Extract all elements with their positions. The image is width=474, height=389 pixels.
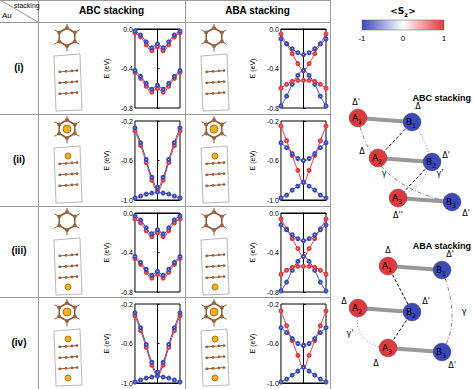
svg-text:-0.6: -0.6	[267, 340, 279, 347]
html-text:(i): (i)	[14, 61, 24, 73]
svg-text:A2: A2	[372, 153, 382, 165]
svg-text:-1.0: -1.0	[267, 196, 279, 203]
svg-text:-0.2: -0.2	[121, 301, 133, 308]
svg-text:E (eV): E (eV)	[249, 334, 257, 354]
svg-text:-1.0: -1.0	[267, 380, 279, 387]
svg-text:E (eV): E (eV)	[103, 59, 111, 79]
svg-text:-0.8: -0.8	[267, 105, 279, 112]
svg-text:E (eV): E (eV)	[103, 150, 111, 170]
svg-text:Δ': Δ'	[442, 151, 450, 160]
svg-text:γ: γ	[462, 307, 467, 316]
svg-text:-0.6: -0.6	[121, 340, 133, 347]
html-text:(iii): (iii)	[11, 245, 27, 257]
svg-text:A3: A3	[392, 193, 402, 205]
html-text:(iv): (iv)	[11, 337, 27, 349]
svg-text:-0.4: -0.4	[121, 249, 133, 256]
svg-text:-0.6: -0.6	[267, 157, 279, 164]
svg-text:B2: B2	[426, 157, 436, 169]
svg-text:-0.8: -0.8	[121, 288, 133, 295]
svg-text:B2: B2	[406, 307, 416, 319]
svg-text:-0.4: -0.4	[267, 249, 279, 256]
svg-text:-1.0: -1.0	[121, 196, 133, 203]
svg-text:γ': γ'	[347, 329, 354, 338]
svg-text:0.0: 0.0	[269, 209, 279, 216]
svg-text:Δ: Δ	[415, 102, 421, 111]
svg-text:Δ: Δ	[359, 147, 365, 156]
svg-text:-1: -1	[358, 34, 366, 43]
html-text:stacking: stacking	[14, 2, 40, 9]
svg-text:-0.2: -0.2	[267, 301, 279, 308]
svg-text:B1: B1	[436, 265, 446, 277]
svg-text:1: 1	[442, 34, 447, 43]
svg-text:B3: B3	[436, 347, 446, 359]
html-text:(ii): (ii)	[12, 153, 26, 165]
svg-text:-0.2: -0.2	[267, 117, 279, 124]
svg-text:-0.8: -0.8	[267, 288, 279, 295]
svg-text:0.0: 0.0	[123, 26, 133, 33]
svg-text:A1: A1	[352, 113, 362, 125]
svg-text:A2: A2	[352, 303, 362, 315]
svg-text:Δ': Δ'	[446, 250, 454, 259]
svg-text:Δ: Δ	[341, 297, 347, 306]
svg-text:E (eV): E (eV)	[103, 242, 111, 262]
svg-text:ABA stacking: ABA stacking	[413, 241, 471, 251]
svg-text:E (eV): E (eV)	[249, 242, 257, 262]
svg-text:Δ': Δ'	[448, 361, 456, 370]
svg-text:-0.6: -0.6	[121, 157, 133, 164]
svg-text:Δ': Δ'	[462, 209, 470, 218]
svg-text:-0.4: -0.4	[121, 65, 133, 72]
svg-text:0: 0	[401, 34, 406, 43]
html-text:ABC stacking: ABC stacking	[79, 5, 144, 16]
svg-text:E (eV): E (eV)	[103, 334, 111, 354]
html-text:ABA stacking: ABA stacking	[225, 5, 290, 16]
svg-text:0.0: 0.0	[123, 209, 133, 216]
svg-text:Δ': Δ'	[352, 98, 360, 107]
svg-text:ABC stacking: ABC stacking	[412, 93, 471, 103]
svg-text:Δ: Δ	[385, 246, 391, 255]
svg-text:A1: A1	[382, 261, 392, 273]
svg-text:<Sz>: <Sz>	[390, 6, 415, 19]
svg-text:B1: B1	[406, 117, 416, 129]
svg-text:0.0: 0.0	[269, 26, 279, 33]
svg-text:A3: A3	[382, 343, 392, 355]
svg-text:γ: γ	[382, 169, 387, 178]
svg-text:Δ'': Δ''	[393, 211, 403, 220]
svg-text:-1.0: -1.0	[121, 380, 133, 387]
svg-text:-0.2: -0.2	[121, 117, 133, 124]
svg-text:E (eV): E (eV)	[249, 150, 257, 170]
svg-text:Δ': Δ'	[422, 297, 430, 306]
svg-text:-0.8: -0.8	[121, 105, 133, 112]
svg-text:-0.4: -0.4	[267, 65, 279, 72]
svg-text:B3: B3	[446, 197, 456, 209]
svg-text:γ': γ'	[437, 169, 444, 178]
svg-text:Δ: Δ	[373, 359, 379, 368]
html-text:Au: Au	[2, 11, 12, 20]
svg-text:E (eV): E (eV)	[249, 59, 257, 79]
